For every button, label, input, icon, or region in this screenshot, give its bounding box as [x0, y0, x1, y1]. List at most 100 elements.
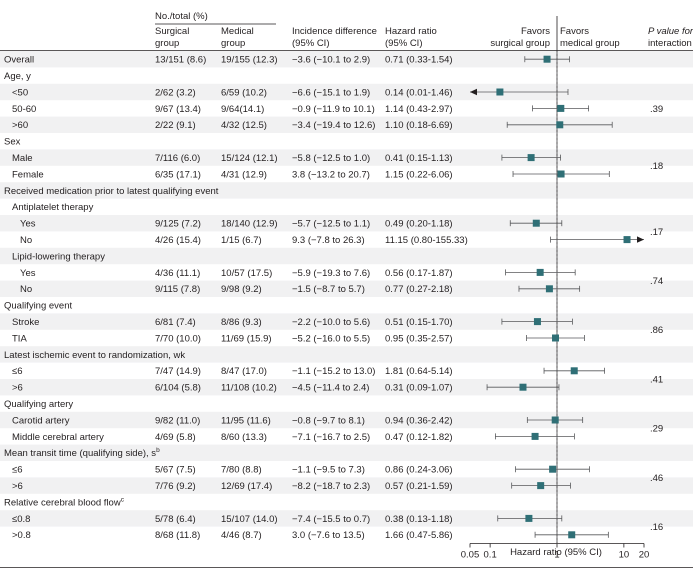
row-band [0, 313, 693, 330]
hazard-ratio-cell: 0.38 (0.13-1.18) [385, 514, 453, 525]
column-header: No./total (%) Surgical group Medical gro… [155, 11, 693, 49]
surgical-cell: 7/70 (10.0) [155, 333, 201, 344]
row-band [0, 280, 693, 297]
point-estimate [537, 482, 545, 490]
medical-cell: 11/108 (10.2) [221, 383, 277, 394]
point-estimate [531, 432, 539, 440]
row-label: 50-60 [12, 104, 36, 115]
p-value: .41 [650, 374, 663, 385]
medical-cell: 7/80 (8.8) [221, 465, 262, 476]
medical-cell: 8/47 (17.0) [221, 366, 267, 377]
point-estimate [568, 531, 576, 539]
point-estimate [557, 170, 565, 178]
surgical-cell: 4/69 (5.8) [155, 432, 196, 443]
row-label: >0.8 [12, 530, 31, 541]
hazard-ratio-cell: 0.14 (0.01-1.46) [385, 87, 453, 98]
point-estimate [533, 318, 541, 326]
medical-cell: 4/46 (8.7) [221, 530, 262, 541]
p-value: .46 [650, 473, 663, 484]
incidence-cell: −5.2 (−16.0 to 5.5) [292, 333, 370, 344]
hazard-ratio-cell: 0.95 (0.35-2.57) [385, 333, 453, 344]
hazard-ratio-cell: 0.57 (0.21-1.59) [385, 481, 453, 492]
medical-header-1: Medical [221, 26, 254, 37]
incidence-cell: −4.5 (−11.4 to 2.4) [292, 383, 369, 394]
row-label: <50 [12, 87, 28, 98]
incidence-header-2: (95% CI) [292, 38, 329, 49]
row-band [0, 215, 693, 232]
incidence-cell: −7.4 (−15.5 to 0.7) [292, 514, 370, 525]
row-label: Yes [20, 219, 36, 230]
point-estimate [532, 219, 540, 227]
medical-cell: 15/107 (14.0) [221, 514, 278, 525]
medical-cell: 10/57 (17.5) [221, 268, 272, 279]
row-bands [0, 51, 693, 527]
hazard-ratio-cell: 1.10 (0.18-6.69) [385, 120, 453, 131]
row-label: Stroke [12, 317, 39, 328]
x-tick-label: 0.1 [484, 550, 497, 561]
incidence-cell: −5.9 (−19.3 to 7.6) [292, 268, 370, 279]
plot-area [470, 16, 644, 543]
hazard-ratio-cell: 0.31 (0.09-1.07) [385, 383, 453, 394]
point-estimate [545, 285, 553, 293]
point-estimate [551, 416, 559, 424]
surgical-cell: 13/151 (8.6) [155, 55, 206, 66]
p-value-column: .39 .18 .17 .74 .86 .41 .29 .46 .16 [650, 104, 663, 533]
medical-header-2: group [221, 38, 245, 49]
favors-medical-label-1: Favors [560, 26, 589, 37]
point-estimate [543, 55, 551, 63]
row-band [0, 411, 693, 429]
medical-cell: 18/140 (12.9) [221, 219, 278, 230]
incidence-cell: 3.8 (−13.2 to 20.7) [292, 169, 370, 180]
hazard-ratio-cell: 0.49 (0.20-1.18) [385, 219, 453, 230]
surgical-cell: 4/36 (11.1) [155, 268, 200, 279]
p-interaction-header-2: interaction [648, 38, 692, 49]
row-label: >6 [12, 481, 23, 492]
hazard-ratio-cell: 11.15 (0.80-155.33) [385, 235, 468, 246]
row-band [0, 477, 693, 494]
medical-cell: 8/86 (9.3) [221, 317, 262, 328]
row-band [0, 149, 693, 166]
ci-arrow-right [637, 236, 644, 243]
p-value: .17 [650, 227, 663, 238]
group-label: Qualifying event [4, 301, 72, 312]
incidence-cell: −3.6 (−10.1 to 2.9) [292, 55, 370, 66]
hazard-ratio-cell: 0.51 (0.15-1.70) [385, 317, 453, 328]
row-band [0, 83, 693, 101]
hazard-ratio-cell: 1.14 (0.43-2.97) [385, 104, 453, 115]
p-interaction-header-1: P value for [648, 26, 693, 37]
hazard-ratio-cell: 1.15 (0.22-6.06) [385, 169, 453, 180]
incidence-cell: −8.2 (−18.7 to 2.3) [292, 481, 370, 492]
incidence-cell: −7.1 (−16.7 to 2.5) [292, 432, 370, 443]
row-label: >60 [12, 120, 28, 131]
row-label: Carotid artery [12, 415, 70, 426]
incidence-cell: 3.0 (−7.6 to 13.5) [292, 530, 365, 541]
row-label: ≤0.8 [12, 514, 30, 525]
medical-cell: 8/60 (13.3) [221, 432, 267, 443]
medical-cell: 9/98 (9.2) [221, 284, 262, 295]
medical-cell: 1/15 (6.7) [221, 235, 262, 246]
group-label: Lipid-lowering therapy [12, 251, 105, 262]
point-estimate [557, 104, 565, 112]
group-label: Latest ischemic event to randomization, … [4, 350, 185, 361]
x-tick-label: 0.05 [461, 550, 480, 561]
row-label: Male [12, 153, 33, 164]
hazard-ratio-cell: 0.77 (0.27-2.18) [385, 284, 453, 295]
medical-cell: 11/95 (11.6) [221, 415, 271, 426]
group-label: Relative cerebral blood flowc [4, 496, 125, 508]
medical-cell: 19/155 (12.3) [221, 55, 278, 66]
hazard-header-1: Hazard ratio [385, 26, 437, 37]
group-label: Antiplatelet therapy [12, 202, 94, 213]
superscript: b [156, 447, 160, 454]
hazard-ratio-cell: 1.81 (0.64-5.14) [385, 366, 453, 377]
row-label: ≤6 [12, 465, 23, 476]
surgical-cell: 4/26 (15.4) [155, 235, 201, 246]
point-estimate [549, 465, 557, 473]
surgical-cell: 2/22 (9.1) [155, 120, 196, 131]
surgical-cell: 9/82 (11.0) [155, 415, 200, 426]
row-label: ≤6 [12, 366, 23, 377]
surgical-cell: 7/116 (6.0) [155, 153, 200, 164]
row-band [0, 444, 693, 461]
p-value: .16 [650, 522, 663, 533]
surgical-header-1: Surgical [155, 26, 189, 37]
incidence-cell: −1.1 (−15.2 to 13.0) [292, 366, 375, 377]
